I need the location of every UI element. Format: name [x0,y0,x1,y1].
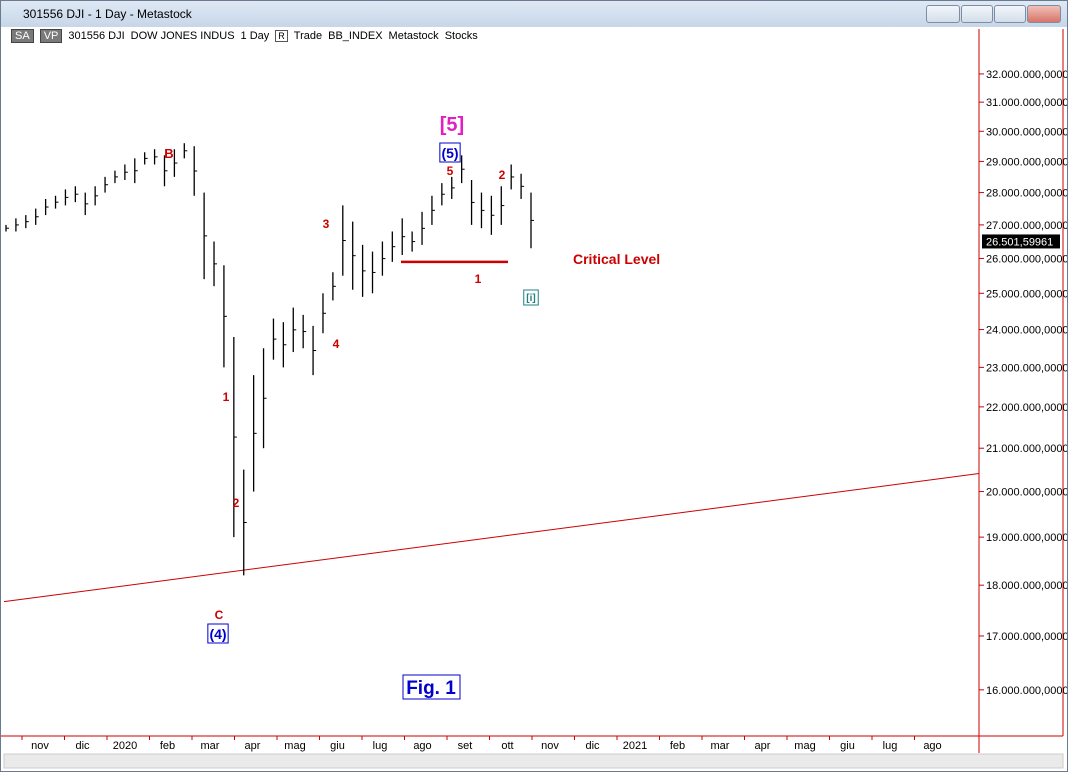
toolbar-item[interactable]: Stocks [444,30,478,42]
wave-label: (4) [209,626,226,642]
toolbar-item[interactable]: DOW JONES INDUS [130,30,235,42]
annotation-box [439,142,461,163]
x-tick-label: 2021 [623,740,647,752]
x-tick-label: mag [794,740,815,752]
x-tick-label: dic [75,740,90,752]
wave-label: 4 [333,337,340,351]
wave-label: 2 [233,496,240,510]
x-tick-label: ago [413,740,431,752]
x-tick-label: mar [201,740,220,752]
y-tick-label: 23.000.000,00000 [986,362,1067,374]
y-tick-label: 19.000.000,00000 [986,532,1067,544]
figure-label-box [402,674,461,700]
wave-label: 5 [447,164,454,178]
x-tick-label: giu [330,740,345,752]
wave-label: B [164,146,173,161]
toolbar-item[interactable]: SA [11,29,34,43]
y-tick-label: 32.000.000,00000 [986,69,1067,81]
y-tick-label: 28.000.000,00000 [986,188,1067,200]
last-price-box [982,234,1060,249]
wave-label: [5] [440,114,464,136]
y-tick-label: 18.000.000,00000 [986,580,1067,592]
scrollbar [3,753,1064,769]
wave-label: 1 [475,272,482,286]
x-tick-label: feb [670,740,685,752]
x-tick-label: apr [755,740,771,752]
y-tick-label: 30.000.000,00000 [986,126,1067,138]
last-price-label: 26.501,59961 [986,236,1053,248]
title-bar: 301556 DJI - 1 Day - Metastock [1,1,1067,27]
x-tick-label: dic [585,740,600,752]
x-tick-label: lug [883,740,898,752]
toolbar: SA VP 301556 DJI DOW JONES INDUS 1 Day R Trade… [11,29,484,43]
chart: 16.000.000,00000 17.000.000,00000 18.000.0… [1,29,1067,769]
figure-label: Fig. 1 [406,678,456,699]
toolbar-item[interactable]: 1 Day [240,30,270,42]
annotation-box [523,289,539,306]
maximize-button[interactable] [994,5,1026,23]
toolbar-item[interactable]: VP [39,29,63,43]
right-axis-bg [979,29,1063,736]
y-tick-label: 27.000.000,00000 [986,220,1067,232]
toolbar-item[interactable]: Trade [293,30,323,42]
y-tick-label: 26.000.000,00000 [986,253,1067,265]
x-tick-label: ago [923,740,941,752]
toolbar-item[interactable]: R [275,30,288,42]
x-tick-label: lug [373,740,388,752]
window-title: 301556 DJI - 1 Day - Metastock [23,7,192,21]
y-tick-label: 29.000.000,00000 [986,156,1067,168]
toolbar-item[interactable]: Metastock [388,30,439,42]
y-tick-label: 16.000.000,00000 [986,685,1067,697]
critical-level-label: Critical Level [573,251,660,267]
x-tick-label: nov [541,740,559,752]
trendline [3,473,980,603]
x-tick-label: mag [284,740,305,752]
wave-label: 1 [223,390,230,404]
x-tick-label: set [458,740,473,752]
y-tick-label: 25.000.000,00000 [986,288,1067,300]
wave-label: [i] [526,293,535,304]
annotation-box [207,623,229,644]
wave-label: 2 [499,168,506,182]
y-tick-label: 31.000.000,00000 [986,97,1067,109]
toolbar-item[interactable]: 301556 DJI [68,30,125,42]
wave-label: (5) [441,145,458,161]
x-tick-label: 2020 [113,740,137,752]
wave-label: C [215,608,224,622]
x-tick-label: giu [840,740,855,752]
y-tick-label: 24.000.000,00000 [986,325,1067,337]
y-tick-label: 22.000.000,00000 [986,402,1067,414]
x-tick-label: apr [245,740,261,752]
x-tick-label: ott [501,740,513,752]
minimize-button[interactable] [961,5,993,23]
y-tick-label: 21.000.000,00000 [986,443,1067,455]
y-tick-label: 17.000.000,00000 [986,631,1067,643]
toolbar-item[interactable]: BB_INDEX [328,30,383,42]
x-tick-label: nov [31,740,49,752]
x-tick-label: mar [711,740,730,752]
wave-label: 3 [323,217,330,231]
x-tick-label: feb [160,740,175,752]
y-tick-label: 20.000.000,00000 [986,487,1067,499]
restore-all-button[interactable] [926,5,960,23]
close-button[interactable] [1027,5,1061,23]
